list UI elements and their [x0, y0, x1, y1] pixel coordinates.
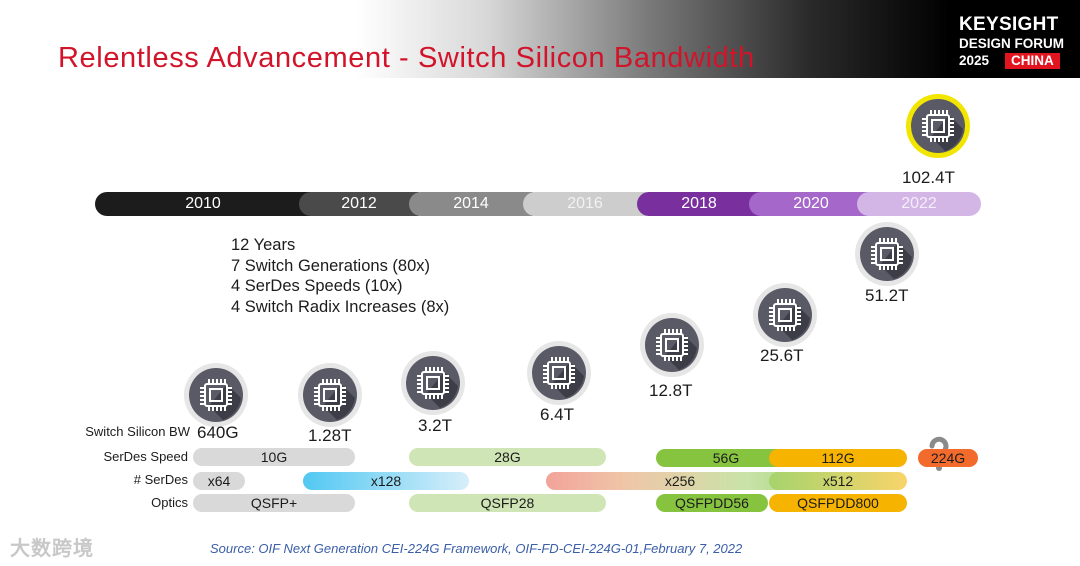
header-gradient-bar — [0, 0, 1080, 78]
serdes-speed-56g: 56G — [656, 449, 796, 467]
chip-icon — [183, 362, 249, 428]
chip-icon — [639, 312, 705, 378]
chip-icon — [526, 340, 592, 406]
chip-icon-highlighted — [905, 93, 971, 159]
serdes-speed-224g: 224G — [918, 449, 978, 467]
logo-brand: KEYSIGHT — [959, 14, 1059, 35]
stat-serdes-speeds: 4 SerDes Speeds (10x) — [231, 277, 403, 295]
bandwidth-label-51-2t: 51.2T — [865, 286, 909, 305]
chip-icon — [854, 221, 920, 287]
stat-generations: 7 Switch Generations (80x) — [231, 256, 431, 275]
serdes-speed-10g: 10G — [193, 448, 355, 466]
num-serdes-x256: x256 — [546, 472, 814, 490]
keysight-logo: KEYSIGHT DESIGN FORUM 2025 CHINA — [947, 8, 1073, 74]
stat-years: 12 Years — [231, 236, 296, 254]
timeline-year-2010: 2010 — [95, 192, 311, 216]
row-label-serdes-speed: SerDes Speed — [103, 449, 188, 464]
chip-icon — [297, 362, 363, 428]
source-citation: Source: OIF Next Generation CEI-224G Fra… — [210, 541, 743, 556]
slide-title: Relentless Advancement - Switch Silicon … — [58, 42, 755, 74]
timeline-year-2020: 2020 — [749, 192, 873, 216]
optics-qsfpdd800: QSFPDD800 — [769, 494, 907, 512]
timeline-year-2016: 2016 — [523, 192, 647, 216]
serdes-speed-28g: 28G — [409, 448, 606, 466]
num-serdes-x128: x128 — [303, 472, 469, 490]
logo-event: DESIGN FORUM — [959, 36, 1065, 51]
chip-icon — [752, 282, 818, 348]
timeline-year-2014: 2014 — [409, 192, 533, 216]
year-timeline: 2010 2012 2014 2016 2018 2020 2022 — [95, 192, 981, 216]
timeline-year-2022: 2022 — [857, 192, 981, 216]
optics-qsfp28: QSFP28 — [409, 494, 606, 512]
bandwidth-label-640g: 640G — [197, 423, 239, 442]
stat-radix: 4 Switch Radix Increases (8x) — [231, 297, 450, 316]
num-serdes-x512: x512 — [769, 472, 907, 490]
watermark-text: 大数跨境 — [10, 538, 94, 560]
logo-year: 2025 — [959, 53, 990, 68]
bandwidth-label-6-4t: 6.4T — [540, 405, 575, 424]
timeline-year-2012: 2012 — [299, 192, 419, 216]
num-serdes-x64: x64 — [193, 472, 245, 490]
row-label-switch-bw: Switch Silicon BW — [85, 424, 190, 439]
summary-stats: 12 Years 7 Switch Generations (80x) 4 Se… — [231, 235, 449, 317]
timeline-year-2018: 2018 — [637, 192, 761, 216]
bandwidth-label-3-2t: 3.2T — [418, 416, 453, 435]
optics-qsfpdd56: QSFPDD56 — [656, 494, 768, 512]
bandwidth-label-25-6t: 25.6T — [760, 346, 804, 365]
bandwidth-label-12-8t: 12.8T — [649, 381, 693, 400]
row-label-optics: Optics — [151, 495, 188, 510]
serdes-speed-112g: 112G — [769, 449, 907, 467]
bandwidth-label-1-28t: 1.28T — [308, 426, 352, 445]
logo-badge: CHINA — [1005, 53, 1060, 69]
optics-qsfp-plus: QSFP+ — [193, 494, 355, 512]
watermark: 大数跨境 — [10, 532, 94, 561]
bandwidth-label-102-4t: 102.4T — [902, 168, 955, 187]
row-label-num-serdes: # SerDes — [133, 472, 188, 487]
chip-icon — [400, 350, 466, 416]
